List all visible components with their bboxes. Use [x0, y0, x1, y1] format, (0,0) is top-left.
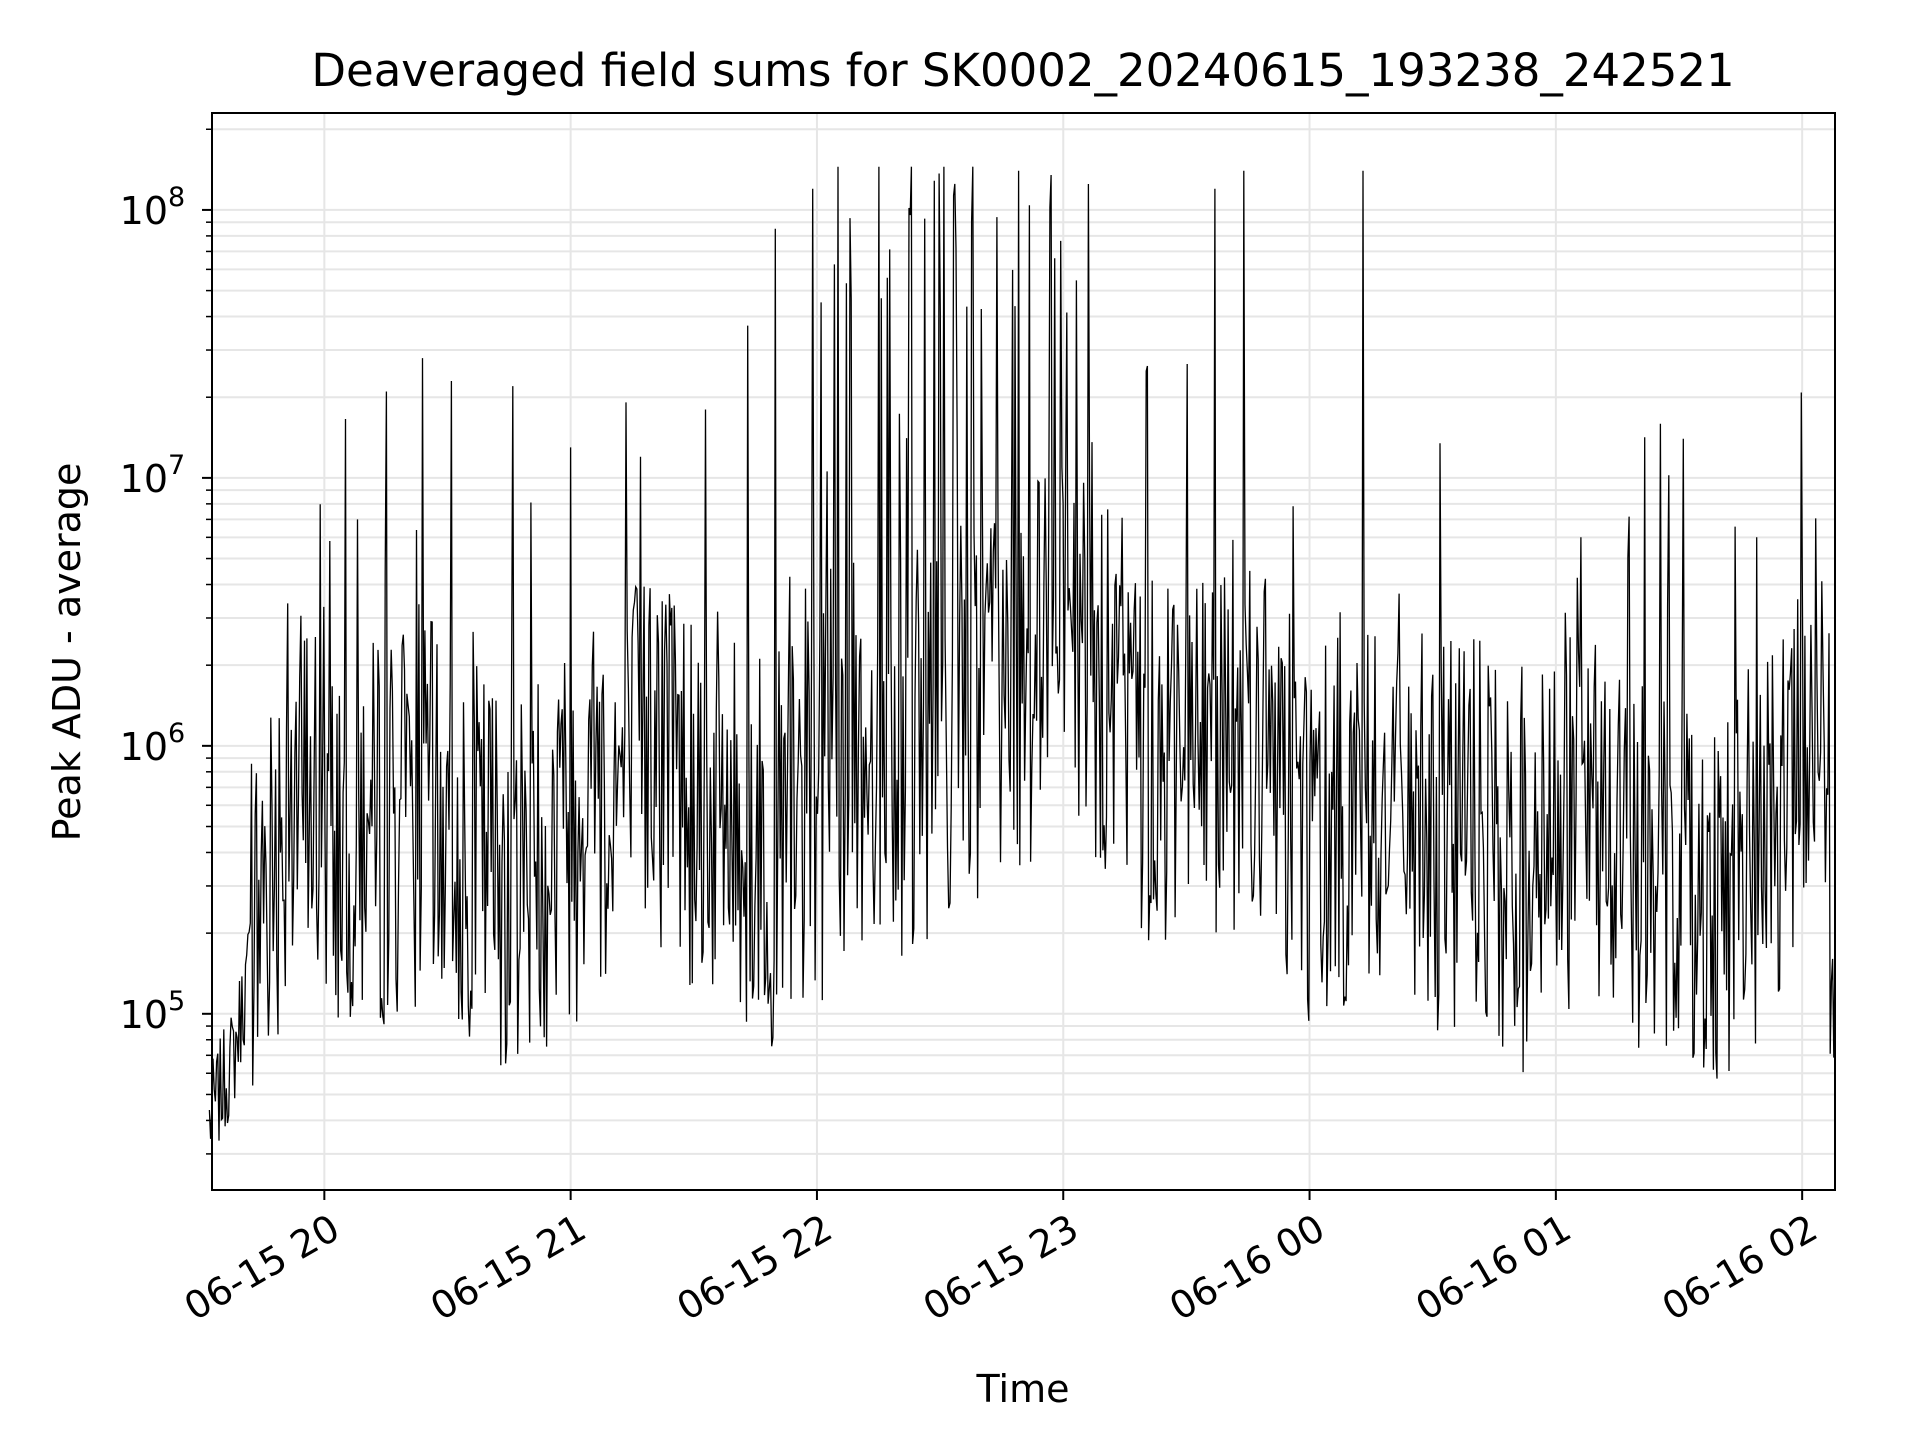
- y-tick-base: 10: [120, 993, 168, 1037]
- chart-title: Deaveraged field sums for SK0002_2024061…: [311, 44, 1734, 97]
- y-tick-exponent: 5: [168, 986, 185, 1017]
- series-line: [208, 166, 1836, 1141]
- y-tick-exponent: 7: [168, 450, 185, 481]
- plot-frame: [211, 112, 1836, 1191]
- y-tick-label: 10: [120, 457, 168, 501]
- y-tick-base: 10: [120, 725, 168, 769]
- x-tick-label: 06-15 20: [177, 1206, 347, 1330]
- data-layer: [208, 166, 1836, 1141]
- x-axis-label: Time: [976, 1367, 1070, 1411]
- y-tick-label: 10: [120, 993, 168, 1037]
- y-tick-label: 10: [120, 725, 168, 769]
- y-tick-base: 10: [120, 457, 168, 501]
- x-tick-label: 06-15 23: [916, 1206, 1086, 1330]
- x-tick-label: 06-16 01: [1408, 1206, 1578, 1330]
- y-tick-exponent: 8: [168, 182, 185, 213]
- y-tick-label: 10: [120, 189, 168, 233]
- y-axis-label: Peak ADU - average: [45, 463, 89, 842]
- y-tick-exponent: 6: [168, 718, 185, 749]
- x-tick-label: 06-16 02: [1655, 1206, 1825, 1330]
- x-tick-label: 06-16 00: [1162, 1206, 1332, 1330]
- x-tick-label: 06-15 22: [669, 1206, 839, 1330]
- x-tick-label: 06-15 21: [423, 1206, 593, 1330]
- y-tick-base: 10: [120, 189, 168, 233]
- tick-layer: 06-15 20 06-15 21 06-15 22 06-15 23 06-16 00…: [120, 128, 1825, 1330]
